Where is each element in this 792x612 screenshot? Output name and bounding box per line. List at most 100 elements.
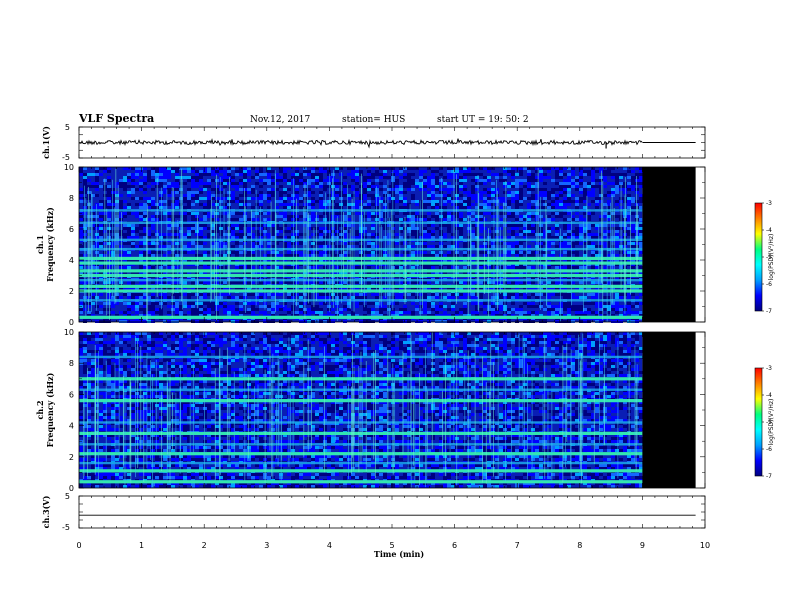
spectrogram-cell xyxy=(487,170,491,173)
spectrogram-cell xyxy=(143,308,147,311)
spectrogram-cell xyxy=(463,206,467,209)
spectrogram-cell xyxy=(503,203,507,206)
spectrogram-cell xyxy=(367,233,371,236)
spectrogram-cell xyxy=(379,167,383,170)
spectrogram-cell xyxy=(235,311,239,314)
spectrogram-cell xyxy=(147,314,151,317)
spectrogram-cell xyxy=(499,197,503,200)
spectrogram-cell xyxy=(495,287,499,290)
spectrogram-cell xyxy=(307,272,311,275)
spectrogram-cell xyxy=(611,308,615,311)
spectrogram-cell xyxy=(627,212,631,215)
spectrogram-cell xyxy=(451,170,455,173)
spectrogram-cell xyxy=(111,197,115,200)
spectrogram-cell xyxy=(459,224,463,227)
spectrogram-cell xyxy=(291,179,295,182)
spectrogram-cell xyxy=(187,206,191,209)
spectrogram-cell xyxy=(299,200,303,203)
spectrogram-cell xyxy=(635,305,639,308)
spectrogram-cell xyxy=(519,230,523,233)
spectrogram-cell xyxy=(515,227,519,230)
spectrogram-cell xyxy=(351,254,355,257)
spectrogram-cell xyxy=(507,245,511,248)
spectrogram-cell xyxy=(227,191,231,194)
spectrogram-cell xyxy=(347,197,351,200)
spectrogram-cell xyxy=(195,272,199,275)
spectrogram-cell xyxy=(151,200,155,203)
spectrogram-cell xyxy=(515,233,519,236)
spectrogram-cell xyxy=(591,170,595,173)
spectrogram-cell xyxy=(591,281,595,284)
spectrogram-cell xyxy=(511,230,515,233)
spectrogram-cell xyxy=(247,170,251,173)
spectrogram-cell xyxy=(511,308,515,311)
spectrogram-cell xyxy=(295,314,299,317)
spectrogram-cell xyxy=(315,272,319,275)
spectrogram-cell xyxy=(195,281,199,284)
spectrogram-cell xyxy=(123,272,127,275)
spectrogram-cell xyxy=(199,311,203,314)
spectrogram-cell xyxy=(211,173,215,176)
spectrogram-cell xyxy=(371,185,375,188)
spectrogram-cell xyxy=(507,185,511,188)
spectrogram-cell xyxy=(159,245,163,248)
spectrogram-cell xyxy=(279,215,283,218)
spectrogram-cell xyxy=(547,170,551,173)
spectrogram-cell xyxy=(471,233,475,236)
spectrogram-cell xyxy=(147,272,151,275)
spectrogram-cell xyxy=(227,305,231,308)
spectrogram-cell xyxy=(199,227,203,230)
spectrogram-cell xyxy=(355,173,359,176)
spectrogram-cell xyxy=(619,293,623,296)
spectrogram-cell xyxy=(519,311,523,314)
spectrogram-cell xyxy=(479,179,483,182)
spectrogram-cell xyxy=(239,182,243,185)
spectrogram-cell xyxy=(239,218,243,221)
spectrogram-cell xyxy=(527,179,531,182)
spectrogram-cell xyxy=(595,206,599,209)
spectrogram-cell xyxy=(519,197,523,200)
spectrogram-cell xyxy=(435,308,439,311)
spectrogram-cell xyxy=(307,266,311,269)
spectrogram-cell xyxy=(175,233,179,236)
spectrogram-cell xyxy=(299,296,303,299)
spectrogram-cell xyxy=(575,185,579,188)
spectrogram-cell xyxy=(495,191,499,194)
spectrogram-cell xyxy=(583,212,587,215)
spectrogram-cell xyxy=(143,251,147,254)
spectrogram-cell xyxy=(475,305,479,308)
spectrogram-cell xyxy=(111,194,115,197)
spectrogram-cell xyxy=(219,242,223,245)
spectrogram-cell xyxy=(599,167,603,170)
spectrogram-cell xyxy=(347,245,351,248)
spectrogram-cell xyxy=(299,182,303,185)
spectrogram-cell xyxy=(91,293,95,296)
spectrogram-cell xyxy=(235,200,239,203)
spectrogram-cell xyxy=(467,266,471,269)
spectrogram-cell xyxy=(243,173,247,176)
spectrogram-cell xyxy=(99,230,103,233)
spectrogram-cell xyxy=(267,173,271,176)
spectrogram-cell xyxy=(479,215,483,218)
spectrogram-cell xyxy=(527,203,531,206)
spectrogram-cell xyxy=(355,179,359,182)
spectrogram-cell xyxy=(615,308,619,311)
spectrogram-cell xyxy=(123,311,127,314)
spectrogram-cell xyxy=(307,179,311,182)
spectrogram-cell xyxy=(627,302,631,305)
spectrogram-cell xyxy=(79,224,83,227)
spectrogram-cell xyxy=(615,176,619,179)
spectrogram-cell xyxy=(531,302,535,305)
spectrogram-cell xyxy=(219,245,223,248)
spectrogram-cell xyxy=(615,311,619,314)
spectrogram-cell xyxy=(543,251,547,254)
spectrogram-cell xyxy=(131,302,135,305)
spectrogram-cell xyxy=(611,236,615,239)
spectrogram-cell xyxy=(99,173,103,176)
spectrogram-cell xyxy=(115,182,119,185)
spectrogram-cell xyxy=(631,230,635,233)
spectrogram-cell xyxy=(571,236,575,239)
spectrogram-cell xyxy=(119,179,123,182)
spectrogram-cell xyxy=(343,176,347,179)
spectrogram-cell xyxy=(359,296,363,299)
